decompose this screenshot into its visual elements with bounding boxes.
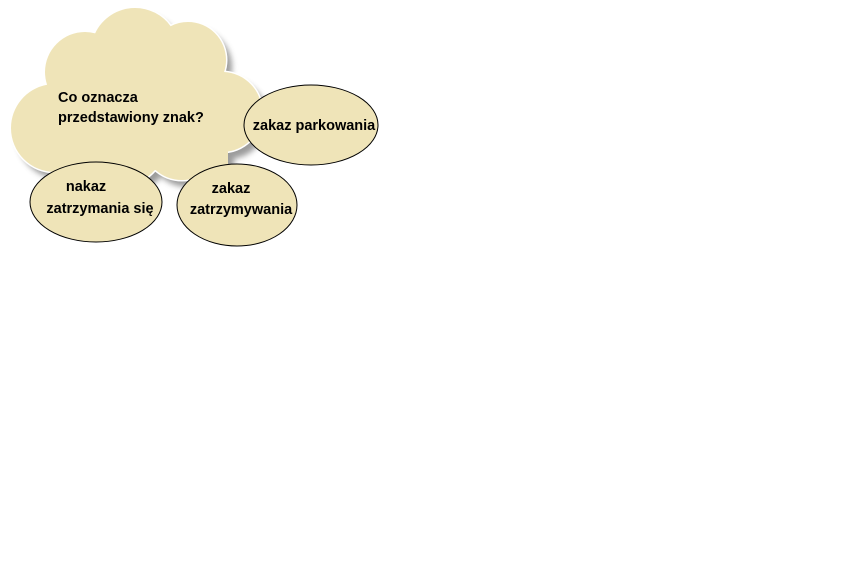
answer-label-line-2: zatrzymywania [190, 202, 293, 218]
answer-bubble-stopping-ban[interactable]: zakaz zatrzymywania [176, 163, 298, 247]
answer-label: zakaz parkowania [253, 118, 376, 134]
answer-label-line-1: nakaz [66, 179, 106, 195]
question-line-1: Co oznacza [58, 90, 139, 106]
answer-ellipse[interactable] [243, 84, 379, 166]
answer-bubble-parking-ban[interactable]: zakaz parkowania [243, 84, 379, 166]
answer-ellipse[interactable] [176, 163, 298, 247]
answer-bubble-stop-order[interactable]: nakaz zatrzymania się [29, 161, 163, 243]
answer-label-line-1: zakaz [212, 181, 251, 197]
answer-label-line-2: zatrzymania się [46, 201, 153, 217]
question-line-2: przedstawiony znak? [58, 110, 204, 126]
answer-ellipse[interactable] [29, 161, 163, 243]
